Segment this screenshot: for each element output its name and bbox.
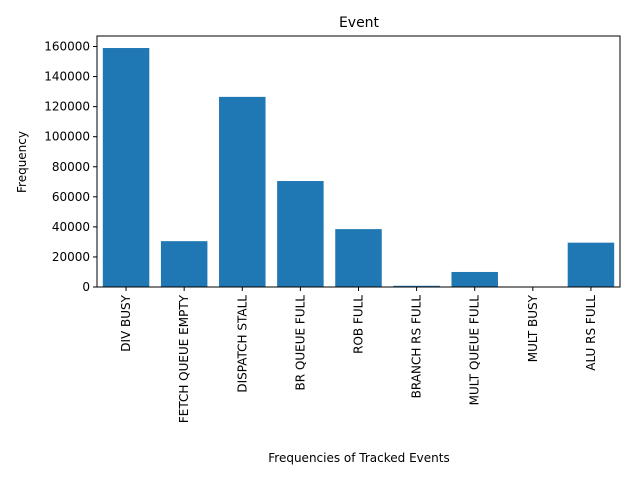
bar xyxy=(277,181,324,287)
x-tick-label: MULT BUSY xyxy=(526,294,540,362)
y-tick-label: 80000 xyxy=(52,160,90,174)
bar xyxy=(393,285,440,287)
plot-frame xyxy=(96,35,621,288)
x-axis-label: Frequencies of Tracked Events xyxy=(268,451,449,465)
x-axis-ticks: DIV BUSY FETCH QUEUE EMPTY DISPATCH STALL B… xyxy=(119,287,598,423)
x-tick-label: MULT QUEUE FULL xyxy=(468,295,482,406)
y-tick-label: 120000 xyxy=(44,100,90,114)
y-tick-label: 100000 xyxy=(44,130,90,144)
y-tick-label: 140000 xyxy=(44,70,90,84)
y-tick-label: 20000 xyxy=(52,250,90,264)
x-tick-label: ROB FULL xyxy=(352,295,366,354)
y-axis-label: Frequency xyxy=(15,131,29,193)
x-tick-label: ALU RS FULL xyxy=(584,295,598,371)
bar xyxy=(335,229,382,287)
x-tick-label: BRANCH RS FULL xyxy=(410,295,424,399)
bar xyxy=(451,271,498,287)
bar xyxy=(160,241,208,287)
x-tick-label: DIV BUSY xyxy=(119,294,133,351)
x-tick-label: DISPATCH STALL xyxy=(235,295,249,393)
bar xyxy=(102,48,150,287)
chart-title: Event xyxy=(339,15,380,31)
bar xyxy=(219,96,266,288)
bar xyxy=(567,242,615,287)
y-tick-label: 40000 xyxy=(52,220,90,234)
bars-group xyxy=(102,48,615,288)
x-tick-label: BR QUEUE FULL xyxy=(293,295,307,391)
x-tick-label: FETCH QUEUE EMPTY xyxy=(177,294,191,423)
y-tick-label: 160000 xyxy=(44,40,90,54)
y-tick-label: 60000 xyxy=(52,190,90,204)
y-axis-ticks: 0 20000 40000 60000 80000 100000 120000 140000 1… xyxy=(44,40,97,294)
y-tick-label: 0 xyxy=(82,280,90,294)
